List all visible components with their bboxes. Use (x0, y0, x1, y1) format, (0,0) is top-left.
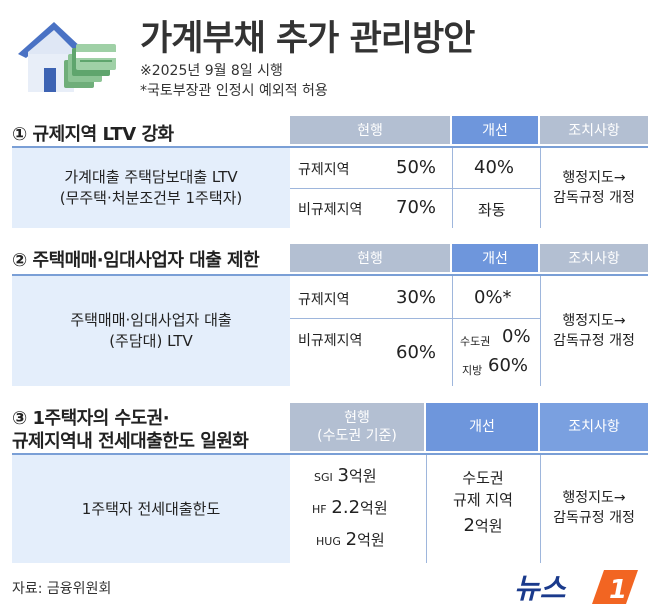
section1-row2-region: 비규제지역 (298, 202, 363, 218)
section3-col-current-line1: 현행 (344, 410, 370, 426)
section3-hug-org: HUG (316, 535, 341, 548)
section1-subject-line1: 가계대출 주택담보대출 LTV (64, 168, 238, 186)
effective-date-note: ※2025년 9월 8일 시행 (140, 63, 283, 79)
section1-subject-line2: (무주택·처분조건부 1주택자) (59, 189, 243, 207)
section3-action-line2: 감독규정 개정 (553, 510, 635, 526)
section1-col-divider-b (540, 148, 541, 228)
section2-col-current: 현행 (290, 244, 450, 272)
section2-subject-line1: 주택매매·임대사업자 대출 (70, 311, 232, 329)
section2-action: 행정지도→ 감독규정 개정 (540, 311, 648, 351)
section3-current-hug: HUG 2억원 (316, 529, 385, 550)
section3-hf-amount: 2.2 (331, 497, 361, 518)
section2-col-action: 조치사항 (540, 244, 648, 272)
section2-row2-region: 비규제지역 (298, 333, 363, 349)
section2-row2-improve-a-value: 0% (502, 326, 531, 347)
section1-action-line2: 감독규정 개정 (553, 190, 635, 206)
section3-current-hf: HF 2.2억원 (312, 497, 388, 518)
infographic-header: 가계부채 추가 관리방안 ※2025년 9월 8일 시행 *국토부장관 인정시 … (0, 0, 658, 108)
section3-col-current: 현행 (수도권 기준) (290, 403, 424, 451)
section2-action-line2: 감독규정 개정 (553, 333, 635, 349)
section2-row2-current: 60% (396, 342, 437, 363)
section3-improve-amount-row: 2억원 (426, 515, 540, 537)
section2-action-line1: 행정지도→ (562, 313, 626, 329)
section2-row2-improve-b-label: 지방 (462, 364, 483, 377)
section2-row1-improve: 0%* (474, 287, 512, 308)
page-title: 가계부채 추가 관리방안 (140, 19, 475, 59)
news1-logo: 뉴스 1 (514, 570, 638, 605)
section1-action-line1: 행정지도→ (562, 170, 626, 186)
section1-row-divider (290, 188, 540, 189)
section2-row1-current: 30% (396, 287, 437, 308)
news1-logo-text: 뉴스 (514, 572, 567, 605)
section2-col-improve: 개선 (452, 244, 538, 272)
section3-col-improve: 개선 (426, 403, 538, 451)
section1-col-improve: 개선 (452, 116, 538, 144)
source-credit: 자료: 금융위원회 (12, 581, 112, 597)
house-money-icon (18, 22, 116, 92)
section2-subject: 주택매매·임대사업자 대출 (주담대) LTV (12, 276, 290, 386)
section2-title: ② 주택매매·임대사업자 대출 제한 (12, 250, 260, 271)
section2-col-divider-a (452, 276, 453, 386)
section1-row2-improve: 좌동 (478, 201, 506, 219)
section2-row2-improve-b-value: 60% (488, 355, 529, 376)
section2-subject-line2: (주담대) LTV (109, 332, 193, 350)
section2-values-area (290, 276, 648, 386)
section3-current-sgi: SGI 3억원 (314, 465, 377, 486)
section3-col-current-line2: (수도권 기준) (317, 428, 397, 444)
section3-improve-line1: 수도권 (462, 469, 504, 487)
section3-improve-unit: 억원 (474, 517, 503, 535)
section3-hug-unit: 억원 (357, 531, 385, 549)
section3-improve: 수도권 규제 지역 2억원 (426, 467, 540, 537)
section3-sgi-unit: 억원 (349, 467, 377, 485)
section3-sgi-org: SGI (314, 471, 333, 484)
section1-col-divider-a (452, 148, 453, 228)
section1-row1-improve: 40% (474, 157, 515, 178)
section3-hug-amount: 2 (345, 529, 358, 550)
section3-col-divider-a (426, 455, 427, 563)
section1-col-action: 조치사항 (540, 116, 648, 144)
section3-action: 행정지도→ 감독규정 개정 (540, 488, 648, 528)
section1-title: ① 규제지역 LTV 강화 (12, 124, 174, 145)
section2-row1-region: 규제지역 (298, 292, 350, 308)
section1-row1-region: 규제지역 (298, 162, 350, 178)
section2-row-divider (290, 318, 540, 319)
section2-col-divider-b (540, 276, 541, 386)
exception-note: *국토부장관 인정시 예외적 허용 (140, 83, 328, 99)
section1-subject: 가계대출 주택담보대출 LTV (무주택·처분조건부 1주택자) (12, 148, 290, 228)
news1-logo-mark: 1 (609, 575, 627, 605)
section3-title-line1: ③ 1주택자의 수도권· (12, 408, 170, 429)
section3-col-action: 조치사항 (540, 403, 648, 451)
section1-col-current: 현행 (290, 116, 450, 144)
section3-subject-text: 1주택자 전세대출한도 (81, 499, 221, 518)
section3-col-divider-b (540, 455, 541, 563)
section3-action-line1: 행정지도→ (562, 490, 626, 506)
section3-subject: 1주택자 전세대출한도 (12, 455, 290, 563)
section3-hf-unit: 억원 (360, 499, 388, 517)
section3-hf-org: HF (312, 503, 327, 516)
section3-title-line2: 규제지역내 전세대출한도 일원화 (12, 431, 249, 452)
section3-sgi-amount: 3 (337, 465, 349, 486)
section1-action: 행정지도→ 감독규정 개정 (540, 168, 648, 208)
section2-row2-improve-a-label: 수도권 (460, 335, 491, 348)
section3-improve-line2: 규제 지역 (453, 491, 513, 509)
section3-improve-amount: 2 (463, 515, 475, 536)
section1-row2-current: 70% (396, 197, 437, 218)
section3-values-area (290, 455, 648, 563)
section1-row1-current: 50% (396, 157, 437, 178)
